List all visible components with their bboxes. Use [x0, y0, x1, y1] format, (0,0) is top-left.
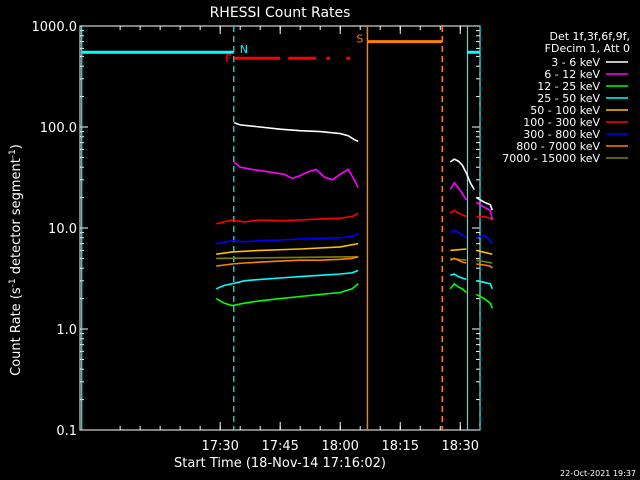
y-axis-label-tail: detector segment [9, 158, 24, 278]
legend-header-line: FDecim 1, Att 0 [545, 42, 630, 55]
series-line-7 [449, 257, 467, 264]
y-tick-label: 1000.0 [32, 20, 78, 35]
series-line-2 [475, 293, 494, 309]
legend-entry-label: 12 - 25 keV [537, 80, 600, 93]
series-line-8 [216, 255, 359, 260]
y-axis-label-sup2: -1 [8, 149, 18, 158]
y-axis-ticks: 0.1 1.0 10.0 100.0 1000.0 [32, 20, 480, 439]
series-line-0 [233, 122, 359, 143]
legend-entry-label: 300 - 800 keV [523, 128, 600, 141]
y-axis-label-close: ) [9, 144, 24, 149]
series-line-4 [216, 242, 359, 255]
y-tick-label: 10.0 [48, 222, 77, 237]
legend-entry-label: 50 - 100 keV [530, 104, 600, 117]
series-line-3 [450, 273, 467, 281]
series-line-1 [475, 201, 494, 221]
legend-entry-label: 7000 - 15000 keV [502, 152, 600, 165]
legend-entry-label: 800 - 7000 keV [516, 140, 600, 153]
series-line-8 [476, 259, 493, 264]
series-line-1 [233, 161, 359, 189]
legend-entry-label: 25 - 50 keV [537, 92, 600, 105]
series-line-6 [449, 229, 467, 239]
night-label: N [240, 43, 248, 56]
series-line-5 [449, 209, 467, 218]
legend: Det 1f,3f,6f,9f,FDecim 1, Att 03 - 6 keV… [502, 30, 630, 165]
y-axis-label-sup: -1 [8, 278, 18, 287]
chart-title: RHESSI Count Rates [210, 5, 351, 21]
x-tick-label: 18:30 [442, 439, 479, 454]
y-tick-label: 100.0 [40, 121, 77, 136]
series-line-0 [475, 196, 494, 211]
x-tick-label: 18:00 [321, 439, 358, 454]
y-tick-label: 1.0 [56, 323, 77, 338]
series-line-3 [215, 269, 359, 290]
series-line-2 [215, 283, 359, 307]
event-markers: N S F [81, 26, 481, 430]
saa-label: S [356, 33, 363, 46]
y-axis-label: Count Rate (s-1 detector segment-1) [8, 144, 24, 376]
series-line-4 [450, 248, 467, 252]
x-tick-label: 17:45 [261, 439, 298, 454]
x-axis-label: Start Time (18-Nov-14 17:16:02) [174, 456, 386, 471]
y-axis-label-main: Count Rate (s [9, 287, 24, 376]
flare-label: F [225, 52, 231, 65]
series-lines [215, 122, 494, 309]
series-line-0 [449, 158, 475, 191]
x-tick-label: 17:30 [201, 439, 238, 454]
series-line-1 [449, 181, 467, 201]
x-tick-label: 18:15 [382, 439, 419, 454]
legend-header-line: Det 1f,3f,6f,9f, [549, 30, 630, 43]
legend-entry-label: 100 - 300 keV [523, 116, 600, 129]
series-line-4 [476, 249, 493, 255]
footer-date: 22-Oct-2021 19:37 [560, 469, 636, 478]
legend-entry-label: 3 - 6 keV [551, 56, 600, 69]
y-tick-label: 0.1 [56, 424, 77, 439]
legend-entry-label: 6 - 12 keV [544, 68, 600, 81]
series-line-7 [216, 255, 359, 267]
series-line-6 [216, 232, 359, 245]
x-axis-ticks: 17:30 17:45 18:00 18:15 18:30 [119, 26, 479, 454]
series-line-7 [476, 263, 493, 269]
series-line-3 [476, 280, 494, 290]
series-line-5 [216, 212, 359, 225]
series-line-2 [449, 282, 467, 294]
series-line-6 [476, 234, 493, 245]
